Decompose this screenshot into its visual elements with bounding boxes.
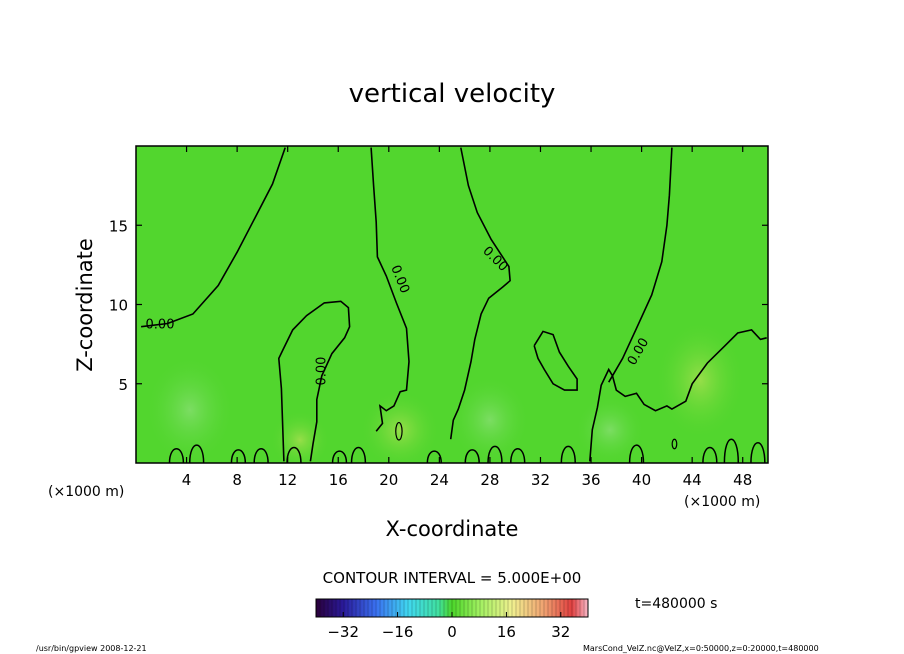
zero-contour-c3 bbox=[449, 147, 511, 440]
bottom-cell-contour bbox=[723, 438, 740, 463]
x-tick-label: 48 bbox=[733, 471, 752, 489]
small-contour-s2 bbox=[671, 438, 678, 450]
colorbar-tick-label: 16 bbox=[497, 623, 516, 641]
bottom-cell-contour bbox=[168, 447, 185, 463]
x-tick-label: 36 bbox=[581, 471, 600, 489]
texture-blob bbox=[270, 410, 330, 463]
footer-right: MarsCond_VelZ.nc@VelZ,x=0:50000,z=0:2000… bbox=[583, 644, 819, 653]
colorbar-tick-label: −16 bbox=[382, 623, 414, 641]
x-tick-label: 40 bbox=[632, 471, 651, 489]
colorbar-ticks: −32 −16 0 16 32 bbox=[327, 612, 570, 641]
x-tick-label: 44 bbox=[683, 471, 702, 489]
bottom-cell-contour bbox=[188, 444, 205, 463]
zero-contour-c5 bbox=[277, 300, 351, 462]
texture-blob bbox=[450, 375, 530, 463]
bottom-cell-contour bbox=[464, 449, 480, 463]
colorbar-tick-label: 32 bbox=[551, 623, 570, 641]
colorbar: −32 −16 0 16 32 bbox=[315, 598, 589, 641]
bottom-cell-contour bbox=[628, 444, 645, 463]
x-tick-label: 20 bbox=[379, 471, 398, 489]
bottom-cell-contour bbox=[510, 447, 526, 463]
footer-left: /usr/bin/gpview 2008-12-21 bbox=[36, 644, 147, 653]
bottom-cell-contour bbox=[750, 442, 766, 463]
time-label: t=480000 s bbox=[635, 596, 717, 612]
y-tick-label: 15 bbox=[109, 217, 128, 235]
zero-contour-c7 bbox=[589, 329, 767, 462]
bottom-cell-contour bbox=[331, 450, 348, 463]
bottom-cell-contour bbox=[230, 449, 247, 463]
x-axis: 4 8 12 16 20 24 28 32 36 40 44 48 bbox=[182, 146, 752, 489]
bottom-cell-contour bbox=[487, 445, 503, 463]
colorbar-tick-label: −32 bbox=[327, 623, 359, 641]
contour-label-text: 0.00 bbox=[315, 357, 330, 386]
bottom-cell-contour bbox=[702, 446, 718, 463]
texture-blob bbox=[145, 355, 235, 463]
contour-lines bbox=[141, 147, 767, 463]
y-axis: 5 10 15 bbox=[109, 217, 768, 394]
plot-area: 0.000.000.000.000.00 bbox=[135, 145, 769, 464]
x-tick-label: 32 bbox=[531, 471, 550, 489]
heatmap-texture bbox=[145, 320, 745, 463]
colorbar-tick-label: 0 bbox=[447, 623, 457, 641]
x-unit-left: (×1000 m) bbox=[48, 484, 124, 500]
y-tick-label: 5 bbox=[118, 376, 128, 394]
zero-contour-c2 bbox=[370, 147, 410, 432]
x-tick-label: 8 bbox=[232, 471, 242, 489]
bottom-cell-contour bbox=[350, 446, 367, 463]
chart-title: vertical velocity bbox=[349, 79, 556, 109]
bottom-cell-contour bbox=[426, 450, 443, 463]
texture-blob bbox=[655, 320, 745, 440]
x-tick-label: 4 bbox=[182, 471, 192, 489]
x-unit-right: (×1000 m) bbox=[684, 494, 760, 510]
x-tick-label: 28 bbox=[480, 471, 499, 489]
y-tick-label: 10 bbox=[109, 297, 128, 315]
x-tick-label: 24 bbox=[430, 471, 449, 489]
small-contour-s1 bbox=[395, 421, 403, 441]
y-axis-label: Z-coordinate bbox=[73, 238, 97, 372]
x-tick-label: 12 bbox=[278, 471, 297, 489]
zero-contour-c6 bbox=[533, 330, 578, 391]
bottom-cell-contour bbox=[253, 447, 269, 463]
contour-interval-label: CONTOUR INTERVAL = 5.000E+00 bbox=[323, 569, 582, 587]
texture-blob bbox=[575, 395, 645, 463]
bottom-cell-contour bbox=[560, 445, 576, 463]
contour-label-text: 0.00 bbox=[146, 317, 175, 332]
x-axis-label: X-coordinate bbox=[386, 517, 519, 541]
zero-contour-c1 bbox=[141, 147, 286, 328]
zero-contour-c4 bbox=[608, 147, 673, 383]
colorbar-stripes bbox=[319, 599, 585, 617]
x-tick-label: 16 bbox=[329, 471, 348, 489]
